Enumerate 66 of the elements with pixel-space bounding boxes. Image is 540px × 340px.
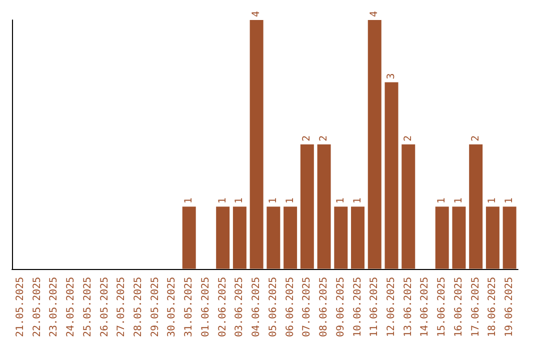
bar <box>216 206 230 269</box>
x-tick-label: 29.05.2025 <box>150 276 161 338</box>
data-label: 3 <box>386 73 397 80</box>
bar <box>502 206 516 269</box>
bar <box>250 20 264 269</box>
x-tick-label: 24.05.2025 <box>66 276 77 338</box>
x-tick-label: 26.05.2025 <box>99 276 110 338</box>
bar <box>469 144 483 269</box>
x-tick-label: 04.06.2025 <box>251 276 262 338</box>
x-tick-label: 11.06.2025 <box>369 276 380 338</box>
data-label: 2 <box>318 135 330 142</box>
bar <box>402 144 416 269</box>
x-tick-label: 07.06.2025 <box>302 276 313 338</box>
bar <box>266 206 280 269</box>
x-tick-label: 21.05.2025 <box>14 276 26 338</box>
x-tick-label: 06.06.2025 <box>284 276 296 338</box>
bar <box>300 144 314 269</box>
bar <box>182 206 196 269</box>
x-tick-label: 14.06.2025 <box>420 276 431 338</box>
bar <box>486 206 500 269</box>
data-label: 1 <box>284 198 296 204</box>
x-tick-label: 27.05.2025 <box>116 276 128 338</box>
x-tick-label: 02.06.2025 <box>217 276 228 338</box>
data-label: 1 <box>453 198 464 204</box>
x-tick-label: 25.05.2025 <box>82 276 94 338</box>
x-tick-label: 13.06.2025 <box>402 276 414 338</box>
bar <box>317 144 331 269</box>
bar <box>334 206 348 269</box>
data-label: 1 <box>184 198 195 204</box>
data-label: 2 <box>402 135 414 142</box>
x-tick-label: 23.05.2025 <box>48 276 60 338</box>
bar <box>351 206 365 269</box>
x-tick-label: 09.06.2025 <box>335 276 346 338</box>
x-tick-label: 31.05.2025 <box>184 276 195 338</box>
x-tick-label: 15.06.2025 <box>436 276 448 338</box>
x-tick-label: 08.06.2025 <box>318 276 330 338</box>
bar <box>284 206 298 269</box>
x-tick-label: 19.06.2025 <box>504 276 516 338</box>
x-tick-label: 16.06.2025 <box>453 276 464 338</box>
x-tick-label: 12.06.2025 <box>386 276 397 338</box>
x-tick-label: 28.05.2025 <box>133 276 144 338</box>
data-label: 1 <box>504 198 516 204</box>
data-label: 1 <box>487 198 498 204</box>
x-tick-label: 30.05.2025 <box>166 276 178 338</box>
x-tick-label: 22.05.2025 <box>32 276 43 338</box>
x-tick-label: 10.06.2025 <box>352 276 364 338</box>
data-label: 1 <box>335 198 346 204</box>
x-tick-label: 17.06.2025 <box>470 276 482 338</box>
bar <box>232 206 246 269</box>
data-label: 2 <box>302 135 313 142</box>
bar <box>368 20 382 269</box>
data-label: 1 <box>268 198 279 204</box>
x-tick-label: 01.06.2025 <box>200 276 212 338</box>
data-label: 2 <box>470 135 482 142</box>
data-label: 1 <box>217 198 228 204</box>
data-label: 1 <box>234 198 246 204</box>
x-tick-label: 03.06.2025 <box>234 276 246 338</box>
bar <box>435 206 449 269</box>
data-label: 1 <box>436 198 448 204</box>
bar <box>452 206 466 269</box>
x-tick-label: 05.06.2025 <box>268 276 279 338</box>
data-label: 4 <box>369 10 380 17</box>
data-label: 1 <box>352 198 364 204</box>
x-tick-label: 18.06.2025 <box>487 276 498 338</box>
bar <box>384 82 398 269</box>
data-label: 4 <box>251 10 262 17</box>
